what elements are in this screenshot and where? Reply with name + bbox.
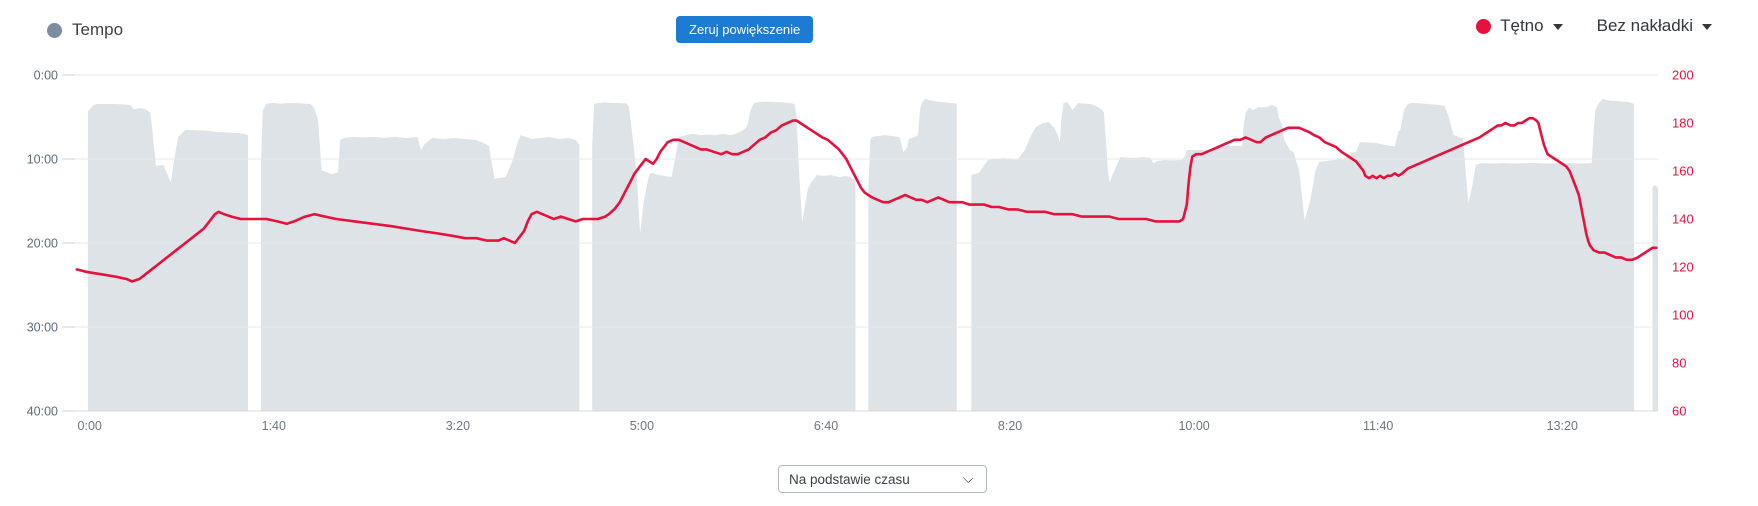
heart-rate-series-label: Tętno xyxy=(1500,16,1544,35)
right-axis-label: 140 xyxy=(1672,212,1694,227)
right-axis-label: 120 xyxy=(1672,260,1694,275)
chevron-down-icon xyxy=(962,472,974,484)
x-axis-label: 5:00 xyxy=(630,419,654,433)
right-axis-label: 200 xyxy=(1672,68,1694,83)
left-axis-label: 10:00 xyxy=(27,153,58,167)
overlay-selector-label: Bez nakładki xyxy=(1596,16,1693,35)
heart-rate-series-dropdown[interactable]: Tętno xyxy=(1476,16,1563,36)
right-axis-label: 180 xyxy=(1672,116,1694,131)
overlay-selector-dropdown[interactable]: Bez nakładki xyxy=(1597,16,1712,36)
x-axis-mode-select[interactable]: Na podstawie czasu xyxy=(778,465,987,493)
tempo-legend-label: Tempo xyxy=(72,20,124,39)
right-axis-label: 80 xyxy=(1672,356,1686,371)
x-axis-label: 13:20 xyxy=(1547,419,1578,433)
chevron-down-icon xyxy=(1552,24,1563,30)
x-axis-label: 6:40 xyxy=(814,419,838,433)
left-axis-label: 20:00 xyxy=(27,237,58,251)
left-axis-label: 30:00 xyxy=(27,321,58,335)
reset-zoom-button[interactable]: Zeruj powiększenie xyxy=(676,16,814,43)
right-axis-label: 100 xyxy=(1672,308,1694,323)
x-axis-label: 8:20 xyxy=(998,419,1022,433)
tempo-area-segment xyxy=(971,98,1635,412)
left-axis-label: 0:00 xyxy=(34,69,58,83)
tempo-area-segment xyxy=(1652,185,1658,411)
chart-series-controls: Tętno Bez nakładki xyxy=(1476,16,1712,36)
x-axis-label: 11:40 xyxy=(1363,419,1393,433)
chevron-down-icon xyxy=(1702,24,1712,30)
tempo-area-segment xyxy=(260,103,580,411)
tempo-area-segment xyxy=(868,98,957,412)
heart-rate-line xyxy=(75,116,1658,283)
tempo-legend-toggle[interactable]: Tempo xyxy=(47,20,123,40)
x-axis-label: 3:20 xyxy=(446,419,470,433)
left-axis-label: 40:00 xyxy=(27,405,58,419)
x-axis-mode-value: Na podstawie czasu xyxy=(789,471,910,487)
x-axis-label: 10:00 xyxy=(1178,419,1209,433)
right-axis-label: 160 xyxy=(1672,164,1694,179)
x-axis-label: 0:00 xyxy=(78,419,102,433)
heart-rate-series-dot-icon xyxy=(1476,18,1492,34)
x-axis-label: 1:40 xyxy=(262,419,286,433)
tempo-series-dot-icon xyxy=(47,22,62,38)
right-axis-label: 60 xyxy=(1672,404,1686,419)
tempo-area-segment xyxy=(592,101,856,411)
